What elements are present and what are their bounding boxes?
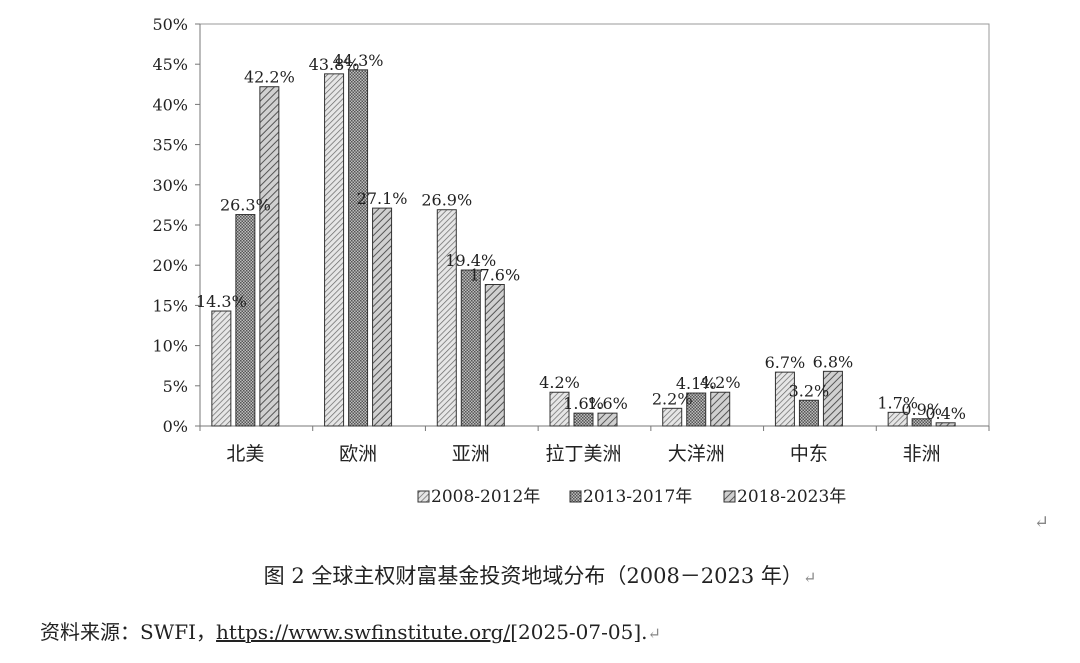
bar — [484, 283, 505, 427]
x-category-label: 非洲 — [903, 443, 941, 465]
data-label: 6.8% — [813, 352, 854, 371]
data-label: 43.8% — [309, 55, 360, 74]
y-tick-label: 15% — [152, 296, 188, 315]
return-mark: ↵ — [1034, 512, 1050, 533]
y-tick-label: 40% — [152, 95, 188, 114]
bar — [887, 411, 908, 427]
data-label: 17.6% — [469, 265, 520, 284]
data-label: 1.7% — [877, 393, 918, 412]
bar — [774, 371, 795, 427]
data-label: 19.4% — [445, 251, 496, 270]
data-label: 26.3% — [220, 196, 271, 215]
bar — [822, 370, 843, 427]
data-label: 6.7% — [765, 353, 806, 372]
bar — [460, 269, 481, 427]
data-label: 14.3% — [196, 292, 247, 311]
data-label: 3.2% — [789, 381, 830, 400]
bar — [573, 412, 594, 427]
data-label: 4.1% — [676, 374, 717, 393]
bar — [324, 73, 345, 427]
data-label: 42.2% — [244, 68, 295, 87]
return-mark: ↵ — [802, 568, 817, 587]
bar — [911, 418, 932, 427]
y-tick-label: 35% — [152, 136, 188, 155]
data-label: 0.4% — [925, 404, 966, 423]
x-category-label: 拉丁美洲 — [545, 443, 621, 465]
y-tick-label: 10% — [152, 337, 188, 356]
source-note: 资料来源：SWFI，https://www.swfinstitute.org/[… — [40, 616, 661, 645]
bar — [259, 86, 280, 427]
bar — [211, 310, 232, 427]
source-prefix: 资料来源：SWFI， — [40, 620, 217, 644]
caption-text: 图 2 全球主权财富基金投资地域分布（2008－2023 年） — [263, 564, 803, 588]
source-suffix: [2025-07-05]. — [510, 620, 648, 644]
legend-swatch — [569, 490, 582, 503]
data-label: 0.9% — [901, 400, 942, 419]
x-category-label: 欧洲 — [339, 443, 377, 465]
legend-label: 2008-2012年 — [431, 487, 540, 507]
data-label: 2.2% — [652, 389, 693, 408]
data-label: 44.3% — [333, 51, 384, 70]
y-tick-label: 5% — [163, 377, 188, 396]
data-label: 26.9% — [421, 191, 472, 210]
return-mark: ↵ — [647, 624, 661, 643]
legend-label: 2013-2017年 — [583, 487, 692, 507]
bar — [798, 399, 819, 427]
bar — [372, 207, 393, 427]
bar — [348, 69, 369, 427]
x-category-label: 中东 — [790, 443, 828, 465]
legend-swatch — [723, 490, 736, 503]
y-tick-label: 50% — [152, 15, 188, 34]
x-category-label: 大洋洲 — [668, 443, 725, 465]
data-label: 27.1% — [357, 189, 408, 208]
y-tick-label: 20% — [152, 256, 188, 275]
bar — [549, 391, 570, 427]
plot-area — [199, 23, 990, 427]
bar — [597, 412, 618, 427]
data-label: 1.6% — [587, 394, 628, 413]
y-tick-label: 0% — [163, 417, 188, 436]
bar — [436, 209, 457, 427]
bar — [710, 391, 731, 427]
y-tick-label: 45% — [152, 55, 188, 74]
bar-chart: 0% 5% 10% 15% 20% 25% 30% 35% 40% 45% 50% 北美 欧洲 亚洲 拉丁美… — [152, 15, 990, 507]
bar — [935, 422, 956, 427]
bar — [662, 407, 683, 427]
figure-caption: 图 2 全球主权财富基金投资地域分布（2008－2023 年）↵ — [0, 560, 1080, 590]
y-tick-label: 30% — [152, 176, 188, 195]
legend-label: 2018-2023年 — [737, 487, 846, 507]
source-link[interactable]: https://www.swfinstitute.org/ — [216, 620, 511, 644]
data-label: 4.2% — [539, 373, 580, 392]
x-category-label: 北美 — [226, 443, 264, 465]
y-tick-label: 25% — [152, 216, 188, 235]
legend-swatch — [417, 490, 430, 503]
x-category-label: 亚洲 — [452, 443, 490, 465]
bar — [235, 214, 256, 427]
data-label: 1.6% — [563, 394, 604, 413]
data-label: 4.2% — [700, 373, 741, 392]
bar — [686, 392, 707, 427]
